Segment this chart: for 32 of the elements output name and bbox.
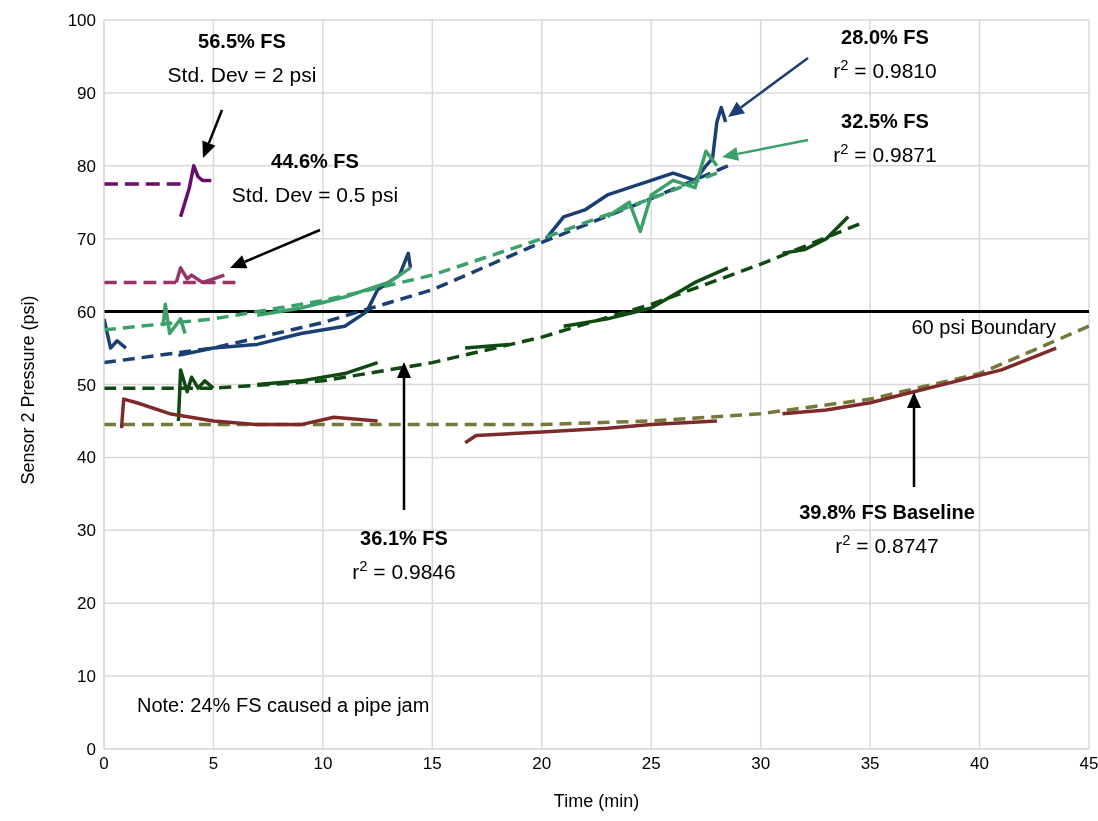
x-tick-label: 40 (970, 754, 990, 774)
annotation: Note: 24% FS caused a pipe jam (137, 694, 430, 716)
x-tick-label: 35 (860, 754, 880, 774)
y-tick-label: 80 (77, 156, 96, 176)
y-tick-label: 60 (77, 302, 96, 322)
x-tick-label: 20 (532, 754, 552, 774)
x-tick-label: 15 (422, 754, 442, 774)
y-tick-label: 0 (86, 740, 96, 760)
y-tick-label: 40 (77, 448, 96, 468)
y-tick-label: 30 (77, 521, 96, 541)
x-tick-label: 25 (641, 754, 661, 774)
annotation: 36.1% FS r$^{2}$ = 0.9846 (352, 527, 456, 583)
x-tick-label: 5 (208, 754, 219, 774)
ref-line-label: 60 psi Boundary (911, 315, 1056, 338)
x-tick-label: 10 (313, 754, 333, 774)
annotation: 44.6% FS Std. Dev = 0.5 psi (231, 150, 399, 206)
x-tick-label: 0 (99, 754, 109, 774)
annotation: 32.5% FS r$^{2}$ = 0.9871 (833, 110, 937, 166)
x-axis-title: Time (min) (553, 791, 640, 811)
y-tick-label: 70 (77, 229, 96, 249)
annotation: 56.5% FS Std. Dev = 2 psi (167, 30, 317, 86)
y-axis-title: Sensor 2 Pressure (psi) (18, 295, 39, 485)
annotation: 28.0% FS r$^{2}$ = 0.9810 (833, 26, 937, 82)
y-tick-label: 10 (77, 667, 96, 687)
x-tick-label: 45 (1079, 754, 1098, 774)
annotation: 39.8% FS Baseline r$^{2}$ = 0.8747 (799, 501, 975, 557)
y-tick-label: 20 (77, 594, 96, 614)
y-tick-label: 90 (77, 83, 96, 103)
x-tick-label: 30 (751, 754, 771, 774)
y-tick-label: 100 (67, 11, 96, 31)
line-series (178, 164, 214, 219)
y-tick-label: 50 (77, 375, 96, 395)
